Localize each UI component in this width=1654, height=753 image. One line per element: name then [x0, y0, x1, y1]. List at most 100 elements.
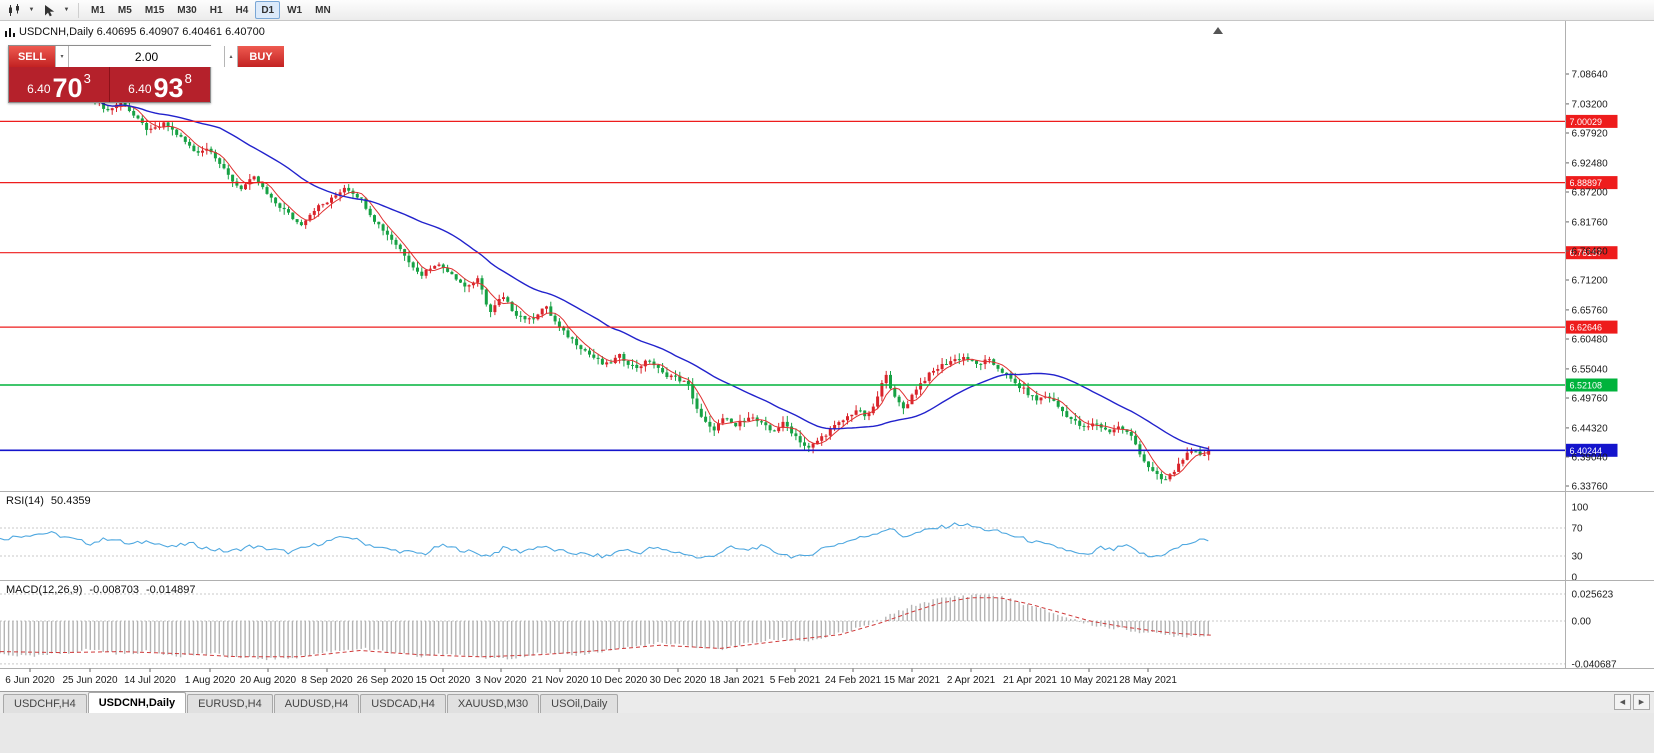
macd-signal-value: -0.014897	[145, 584, 196, 596]
timeframe-h4[interactable]: H4	[235, 4, 249, 16]
date-label: 20 Aug 2020	[240, 675, 297, 686]
price-tick-label: 6.60480	[1572, 335, 1609, 346]
buy-button[interactable]: BUY	[238, 46, 284, 67]
macd-name: MACD(12,26,9)	[6, 584, 83, 596]
rsi-axis: 100 70 30 0	[1572, 503, 1589, 584]
level-price-tag-label: 7.00029	[1570, 117, 1603, 127]
date-axis[interactable]: 6 Jun 2020 25 Jun 2020 14 Jul 2020 1 Aug 20…	[5, 668, 1177, 687]
level-price-tag	[1565, 176, 1618, 190]
date-label: 30 Dec 2020	[650, 675, 707, 686]
sell-price-pip: 3	[83, 71, 91, 86]
sell-button[interactable]: SELL	[9, 46, 55, 67]
buy-price[interactable]: 6.40 93 8	[110, 67, 210, 102]
date-label: 5 Feb 2021	[770, 675, 821, 686]
timeframe-w1[interactable]: W1	[287, 4, 303, 16]
volume-increase-icon[interactable]: ▴	[224, 46, 238, 67]
macd-histogram	[0, 594, 1210, 661]
buy-price-pip: 8	[184, 71, 192, 86]
tab-audusd-h4[interactable]: AUDUSD,H4	[273, 694, 360, 713]
status-area	[0, 713, 1654, 753]
level-price-tag	[1565, 114, 1618, 128]
macd-axis-label: -0.040687	[1572, 659, 1617, 670]
tab-eurusd-h4[interactable]: EURUSD,H4	[187, 694, 273, 713]
price-tick-label: 6.49760	[1572, 394, 1609, 405]
price-tick-label: 6.55040	[1572, 364, 1609, 375]
buy-price-prefix: 6.40	[128, 82, 152, 96]
timeframe-m1[interactable]: M1	[91, 4, 105, 16]
trade-prices-row: 6.40 70 3 6.40 93 8	[9, 67, 210, 102]
sell-price-prefix: 6.40	[27, 82, 51, 96]
date-label: 10 Dec 2020	[591, 675, 648, 686]
tab-scroll-right-icon[interactable]: ▶	[1633, 694, 1650, 710]
sell-price-big: 70	[52, 72, 83, 103]
sell-price[interactable]: 6.40 70 3	[9, 67, 110, 102]
chart-type-icon[interactable]	[3, 1, 25, 19]
timeframe-m5[interactable]: M5	[117, 4, 132, 16]
ma-slow-line	[94, 100, 1209, 450]
price-axis[interactable]: 7.08640 7.03200 6.97920 6.92480 6.87200 6.817…	[1565, 70, 1609, 493]
price-tick-label: 6.92480	[1572, 158, 1609, 169]
date-label: 25 Jun 2020	[62, 675, 117, 686]
price-tick-label: 7.03200	[1572, 99, 1609, 110]
timeframe-m30[interactable]: M30	[177, 4, 197, 16]
cursor-tool-dropdown-icon[interactable]: ▼	[63, 7, 70, 13]
level-price-tag-label: 6.52108	[1570, 381, 1603, 391]
price-tick-label: 6.65760	[1572, 305, 1609, 316]
level-price-tag-label: 6.62646	[1570, 323, 1603, 333]
cursor-glyph	[44, 4, 54, 16]
price-tick-label: 6.44320	[1572, 423, 1609, 434]
chart-background	[0, 21, 1654, 691]
date-label: 21 Nov 2020	[532, 675, 589, 686]
tab-usdcad-h4[interactable]: USDCAD,H4	[360, 694, 446, 713]
macd-value: -0.008703	[89, 584, 139, 596]
rsi-value: 50.4359	[50, 495, 91, 507]
volume-decrease-icon[interactable]: ▾	[55, 46, 69, 67]
rsi-line	[0, 522, 1209, 559]
date-label: 1 Aug 2020	[185, 675, 236, 686]
macd-label: MACD(12,26,9) -0.008703 -0.014897	[6, 584, 196, 596]
buy-price-big: 93	[153, 72, 184, 103]
rsi-axis-label: 0	[1572, 573, 1578, 584]
ma-fast-line	[94, 100, 1209, 477]
date-label: 6 Jun 2020	[5, 675, 55, 686]
timeframe-h1[interactable]: H1	[209, 4, 223, 16]
level-price-tag	[1565, 320, 1618, 334]
chart-shift-marker[interactable]	[1213, 27, 1223, 34]
panel-separators[interactable]	[0, 491, 1654, 669]
chart-title: USDCNH,Daily 6.40695 6.40907 6.40461 6.4…	[5, 26, 265, 38]
tab-scroll-controls: ◀ ▶	[1614, 694, 1650, 710]
level-price-tag-label: 6.40244	[1570, 446, 1603, 456]
chart-type-dropdown-icon[interactable]: ▼	[28, 7, 35, 13]
macd-level-lines	[0, 593, 1566, 665]
timeframe-m15[interactable]: M15	[144, 4, 165, 16]
level-price-tag-label: 6.76157	[1570, 248, 1603, 258]
tab-usdchf-h4[interactable]: USDCHF,H4	[3, 694, 87, 713]
date-label: 2 Apr 2021	[947, 675, 996, 686]
date-label: 28 May 2021	[1119, 675, 1177, 686]
price-tick-label: 6.81760	[1572, 217, 1609, 228]
tab-usdcnh-daily[interactable]: USDCNH,Daily	[87, 692, 187, 713]
price-tick-label: 6.76480	[1572, 246, 1609, 257]
tab-scroll-left-icon[interactable]: ◀	[1614, 694, 1631, 710]
top-toolbar: ▼ ▼ M1 M5 M15 M30 H1 H4 D1 W1 MN	[0, 0, 1654, 21]
rsi-axis-label: 100	[1572, 503, 1589, 514]
macd-signal-line	[0, 597, 1213, 658]
trade-controls-row: SELL ▾ ▴ BUY	[9, 46, 284, 67]
tab-usoil-daily[interactable]: USOil,Daily	[540, 694, 619, 713]
timeframe-mn[interactable]: MN	[315, 4, 331, 16]
rsi-label: RSI(14) 50.4359	[6, 495, 91, 507]
price-chart[interactable]: 7.000296.888976.761576.626466.521086.402…	[0, 21, 1654, 691]
cursor-tool-icon[interactable]	[38, 1, 60, 19]
level-price-tag	[1565, 378, 1618, 392]
timeframe-d1[interactable]: D1	[255, 1, 281, 19]
volume-input[interactable]	[69, 46, 224, 67]
tab-xauusd-m30[interactable]: XAUUSD,M30	[446, 694, 540, 713]
level-price-tag-label: 6.88897	[1570, 178, 1603, 188]
price-tick-label: 6.97920	[1572, 129, 1609, 140]
chart-tab-bar: USDCHF,H4 USDCNH,Daily EURUSD,H4 AUDUSD,…	[0, 691, 1654, 713]
rsi-axis-label: 70	[1572, 524, 1584, 535]
level-price-tag	[1565, 246, 1618, 260]
horizontal-levels: 7.00029 6.88897 6.76157 6.62646 6.52108 6.402…	[0, 114, 1618, 457]
chart-title-text: USDCNH,Daily 6.40695 6.40907 6.40461 6.4…	[19, 26, 265, 38]
